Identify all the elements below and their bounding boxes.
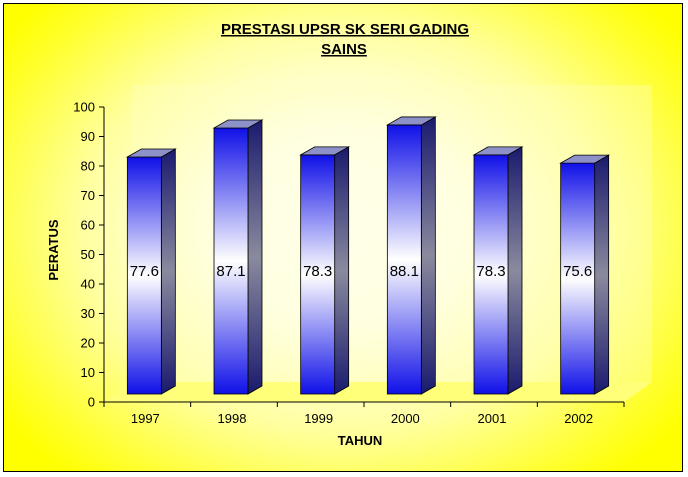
- x-axis-title: TAHUN: [338, 433, 383, 448]
- bar-1997: [126, 156, 162, 395]
- bar-value-label: 78.3: [303, 263, 332, 280]
- bar-side-1997: [160, 148, 176, 395]
- y-tick-label: 30: [81, 306, 95, 321]
- bar-value-label: 75.6: [563, 263, 592, 280]
- y-tick-label: 50: [81, 247, 95, 262]
- bar-2000: [386, 124, 422, 395]
- y-tick-label: 90: [81, 129, 95, 144]
- y-axis-title: PERATUS: [46, 219, 61, 280]
- x-tick-label: 2000: [391, 411, 420, 426]
- bar-top-1999: [299, 146, 351, 156]
- x-axis-ticks: 1997 1998 1999 2000 2001 2002: [103, 402, 625, 426]
- x-tick-label: 1999: [304, 411, 333, 426]
- y-tick-label: 70: [81, 188, 95, 203]
- y-tick-label: 10: [81, 365, 95, 380]
- bar-top-2002: [559, 154, 611, 164]
- y-tick-label: 20: [81, 336, 95, 351]
- x-tick-label: 2002: [564, 411, 593, 426]
- bar-side-1999: [334, 146, 350, 395]
- bar-top-1998: [212, 119, 264, 129]
- y-tick-label: 40: [81, 277, 95, 292]
- bar-top-2000: [385, 116, 437, 126]
- bar-value-label: 77.6: [130, 263, 159, 280]
- y-axis-ticks: 0 10 20 30 40 50 60 70 80 90 100: [73, 100, 104, 410]
- bar-side-2002: [594, 154, 610, 395]
- bar-1999: [300, 154, 336, 395]
- bar-top-1997: [125, 148, 177, 158]
- bar-series: 77.6 87.1 78.3 88.1 78.3 75.6: [125, 116, 611, 395]
- chart-subtitle: SAINS: [321, 41, 367, 58]
- y-tick-label: 0: [88, 395, 95, 410]
- y-tick-label: 100: [73, 100, 95, 115]
- bar-2001: [473, 154, 509, 395]
- y-tick-label: 60: [81, 218, 95, 233]
- bar-top-2001: [472, 146, 524, 156]
- x-tick-label: 1997: [131, 411, 160, 426]
- bar-side-2000: [420, 116, 436, 395]
- bar-side-2001: [507, 146, 523, 395]
- bar-value-label: 87.1: [216, 263, 245, 280]
- chart-title: PRESTASI UPSR SK SERI GADING: [221, 21, 469, 38]
- x-tick-label: 2001: [478, 411, 507, 426]
- bar-2002: [560, 162, 596, 395]
- bar-value-label: 88.1: [390, 263, 419, 280]
- bar-side-1998: [247, 119, 263, 395]
- bar-value-label: 78.3: [476, 263, 505, 280]
- x-tick-label: 1998: [218, 411, 247, 426]
- y-tick-label: 80: [81, 159, 95, 174]
- bar-1998: [213, 127, 249, 395]
